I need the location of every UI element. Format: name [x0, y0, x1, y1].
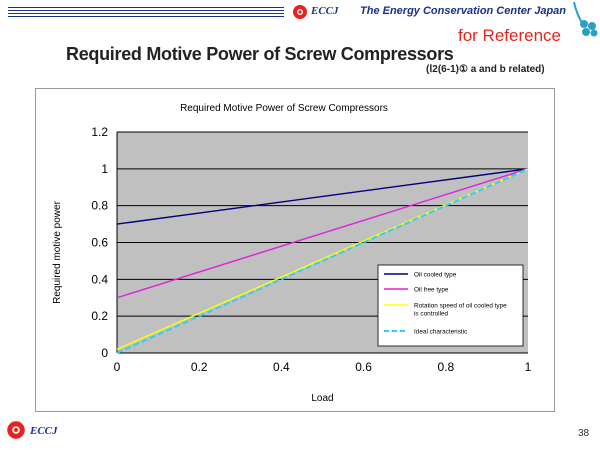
- chart-svg: 0 0.2 0.4 0.6 0.8 1 1.2 0 0.2 0.4 0.6 0.8 1 Required …: [52, 103, 532, 404]
- y-tick-label: 1: [101, 162, 108, 176]
- series-line-3: [116, 168, 529, 350]
- x-tick-label: 0.6: [355, 360, 372, 374]
- page-title: Required Motive Power of Screw Compresso…: [66, 44, 454, 64]
- page-number: 38: [578, 428, 590, 439]
- y-axis-label: Required motive power: [52, 200, 63, 303]
- legend-box: [377, 264, 524, 347]
- x-tick-label: 0.4: [273, 360, 290, 374]
- chart-frame: 0 0.2 0.4 0.6 0.8 1 1.2 0 0.2 0.4 0.6 0.8 1 Required …: [35, 88, 555, 412]
- org-name: The Energy Conservation Center Japan: [360, 5, 566, 17]
- series-line-1: [116, 168, 529, 225]
- legend-label: Oil free type: [414, 287, 449, 294]
- y-tick-label: 0.6: [91, 236, 108, 250]
- header-rule: [8, 7, 284, 19]
- x-tick-label: 0: [114, 360, 121, 374]
- legend-label: Ideal characteristic: [414, 329, 468, 336]
- x-tick-label: 0.8: [437, 360, 454, 374]
- y-tick-label: 0.2: [91, 309, 108, 323]
- legend-label: Oil cooled type: [414, 272, 457, 279]
- x-tick-label: 0.2: [191, 360, 208, 374]
- footer-logo-icon: [7, 421, 25, 439]
- footer-logo-text: ECCJ: [30, 425, 58, 437]
- header-logo-text: ECCJ: [311, 5, 339, 17]
- chart-title: Required Motive Power of Screw Compresso…: [180, 103, 388, 114]
- x-axis-label: Load: [311, 393, 333, 404]
- y-tick-label: 0.8: [91, 199, 108, 213]
- page-subtitle: (Ⅰ2(6-1)① a and b related): [426, 64, 545, 75]
- eccj-logo-icon: [293, 5, 307, 19]
- series-line-4: [116, 167, 529, 354]
- y-tick-label: 0.4: [91, 272, 108, 286]
- for-reference-label: for Reference: [458, 26, 561, 45]
- legend-label: Rotation speed of oil cooled type is cont…: [414, 303, 507, 318]
- series-line-2: [116, 168, 529, 299]
- clover-logo-icon: [573, 1, 598, 37]
- y-tick-label: 1.2: [91, 125, 108, 139]
- y-tick-label: 0: [101, 346, 108, 360]
- x-tick-label: 1: [525, 360, 532, 374]
